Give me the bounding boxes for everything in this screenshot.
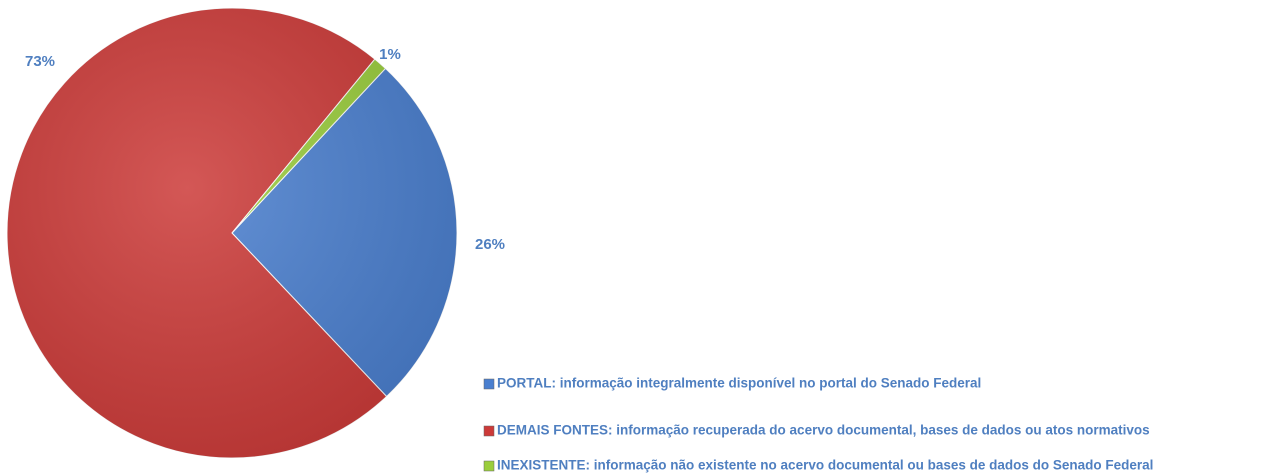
- data-label: 26%: [475, 236, 505, 253]
- data-label: 73%: [25, 53, 55, 70]
- data-label: 1%: [379, 46, 401, 63]
- legend-marker: [483, 425, 495, 437]
- legend-marker: [483, 378, 495, 390]
- legend-marker: [483, 460, 495, 472]
- legend-label: PORTAL: informação integralmente disponí…: [497, 376, 981, 391]
- legend-label: INEXISTENTE: informação não existente no…: [497, 458, 1153, 473]
- legend-label: DEMAIS FONTES: informação recuperada do …: [497, 423, 1150, 438]
